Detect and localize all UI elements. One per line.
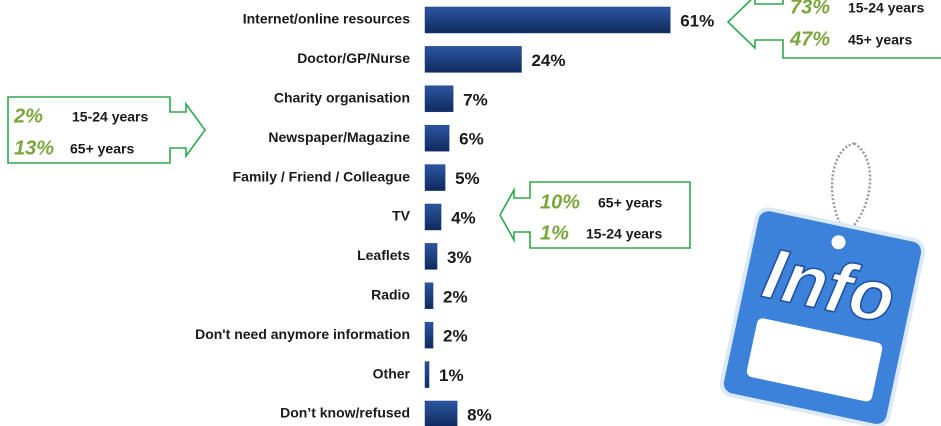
- bar: [424, 400, 458, 426]
- tag-hole: [831, 235, 846, 250]
- callout-shape: [499, 181, 691, 249]
- category-label: Don't need anymore information: [195, 326, 410, 342]
- annotation-group: 65+ years: [598, 195, 662, 211]
- category-label: Charity organisation: [274, 90, 410, 106]
- value-label: 8%: [467, 405, 492, 424]
- annotation-group: 65+ years: [70, 141, 134, 157]
- category-label: Other: [373, 365, 411, 381]
- bar: [424, 203, 442, 231]
- bar: [424, 361, 430, 388]
- value-label: 61%: [680, 11, 714, 30]
- annotation-percent: 2%: [13, 105, 43, 127]
- callout-shape: [7, 96, 206, 164]
- value-label: 2%: [443, 287, 468, 306]
- annotation-group: 15-24 years: [72, 109, 149, 125]
- value-label: 2%: [443, 327, 468, 346]
- bar: [424, 124, 450, 152]
- category-label: Radio: [371, 287, 410, 303]
- value-label: 4%: [451, 208, 476, 227]
- category-label: Newspaper/Magazine: [268, 129, 410, 145]
- tag-chain: [830, 142, 872, 233]
- value-label: 1%: [439, 366, 464, 385]
- category-label: Internet/online resources: [243, 11, 410, 27]
- value-label: 7%: [463, 90, 488, 109]
- bar: [424, 321, 434, 349]
- annotation-percent: 73%: [790, 0, 830, 18]
- value-label: 3%: [447, 248, 472, 267]
- info-tag: Info: [719, 142, 926, 426]
- value-label: 6%: [459, 130, 484, 149]
- bar: [424, 85, 454, 113]
- value-label: 24%: [531, 51, 565, 70]
- annotation-percent: 1%: [540, 222, 569, 244]
- tag-panel: [746, 318, 883, 402]
- bar: [424, 164, 446, 191]
- annotation-group: 15-24 years: [848, 0, 925, 16]
- bar: [424, 46, 522, 73]
- bar: [424, 282, 434, 310]
- annotation-group: 15-24 years: [586, 226, 663, 242]
- callout-shape: [726, 0, 941, 59]
- category-label: Doctor/GP/Nurse: [297, 50, 410, 66]
- category-label: TV: [392, 208, 411, 224]
- annotation-group: 45+ years: [848, 32, 912, 48]
- category-label: Family / Friend / Colleague: [233, 168, 411, 184]
- category-label: Don’t know/refused: [280, 405, 410, 421]
- value-label: 5%: [455, 169, 480, 188]
- bar: [424, 6, 671, 34]
- category-label: Leaflets: [357, 247, 410, 263]
- annotation-percent: 10%: [540, 191, 580, 213]
- annotation-percent: 47%: [789, 28, 830, 50]
- bar: [424, 243, 438, 270]
- annotation-percent: 13%: [14, 137, 54, 159]
